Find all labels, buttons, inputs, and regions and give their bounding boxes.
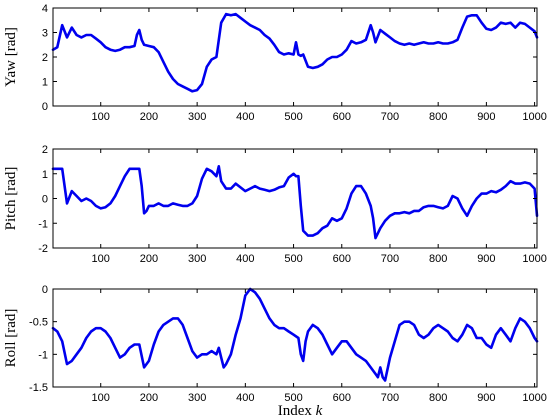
pitch-x-tick-label: 200 (140, 253, 158, 265)
subplot-roll: 100 200 300 400 500 600 700 800 900 1000 -1.5 -1 -0.… (3, 284, 547, 404)
roll-x-tick-label: 1000 (522, 392, 546, 404)
yaw-series-line (51, 12, 539, 93)
subplot-pitch: 100 200 300 400 500 600 700 800 900 1000 -2 -1 0 1 2 Pi… (3, 144, 547, 265)
pitch-y-axis-label: Pitch [rad] (3, 167, 19, 231)
yaw-x-tick-label: 100 (92, 111, 110, 123)
roll-x-tick-label: 200 (140, 392, 158, 404)
x-axis-label: Index k (278, 403, 323, 419)
roll-x-tick-label: 100 (92, 392, 110, 404)
pitch-x-tick-label: 1000 (522, 253, 546, 265)
roll-series-line (51, 287, 539, 382)
pitch-y-tick-label: -2 (38, 243, 48, 255)
roll-x-tick-label: 700 (381, 392, 399, 404)
roll-y-tick-label: -1.5 (29, 382, 48, 394)
yaw-x-tick-label: 200 (140, 111, 158, 123)
pitch-x-tick-label: 400 (236, 253, 254, 265)
roll-x-tick-label: 300 (188, 392, 206, 404)
yaw-x-tick-label: 400 (236, 111, 254, 123)
yaw-x-tick-label: 900 (477, 111, 495, 123)
roll-x-tick-label: 800 (429, 392, 447, 404)
yaw-y-tick-label: 2 (42, 52, 48, 64)
yaw-y-tick-label: 0 (42, 101, 48, 113)
yaw-x-tick-label: 600 (333, 111, 351, 123)
roll-axes-frame (52, 288, 538, 388)
roll-x-tick-label: 600 (333, 392, 351, 404)
pitch-x-tick-label: 800 (429, 253, 447, 265)
pitch-x-tick-label: 900 (477, 253, 495, 265)
pitch-x-tick-label: 300 (188, 253, 206, 265)
roll-x-tick-label: 400 (236, 392, 254, 404)
yaw-x-tick-label: 800 (429, 111, 447, 123)
yaw-x-tick-label: 700 (381, 111, 399, 123)
yaw-x-tick-label: 300 (188, 111, 206, 123)
pitch-x-tick-label: 100 (92, 253, 110, 265)
yaw-x-tick-label: 1000 (522, 111, 546, 123)
pitch-y-tick-label: 2 (42, 144, 48, 156)
pitch-x-tick-label: 500 (284, 253, 302, 265)
yaw-y-tick-label: 3 (42, 28, 48, 40)
roll-y-tick-label: 0 (42, 284, 48, 296)
roll-x-tick-label: 900 (477, 392, 495, 404)
pitch-y-tick-label: 1 (42, 169, 48, 181)
roll-x-tick-label: 500 (284, 392, 302, 404)
pitch-series-line (51, 165, 539, 240)
pitch-y-tick-label: -1 (38, 218, 48, 230)
roll-y-tick-label: -1 (38, 349, 48, 361)
yaw-y-tick-label: 1 (42, 77, 48, 89)
pitch-x-tick-label: 700 (381, 253, 399, 265)
yaw-y-tick-label: 4 (42, 3, 48, 15)
yaw-y-axis-label: Yaw [rad] (3, 27, 19, 87)
subplot-yaw: 100 200 300 400 500 600 700 800 900 1000 0 1 2 3 4 Yaw … (3, 3, 547, 123)
pitch-axes-frame (52, 148, 538, 249)
yaw-x-tick-label: 500 (284, 111, 302, 123)
roll-y-tick-label: -0.5 (29, 317, 48, 329)
pitch-x-tick-label: 600 (333, 253, 351, 265)
pitch-y-tick-label: 0 (42, 194, 48, 206)
roll-y-axis-label: Roll [rad] (3, 309, 19, 368)
